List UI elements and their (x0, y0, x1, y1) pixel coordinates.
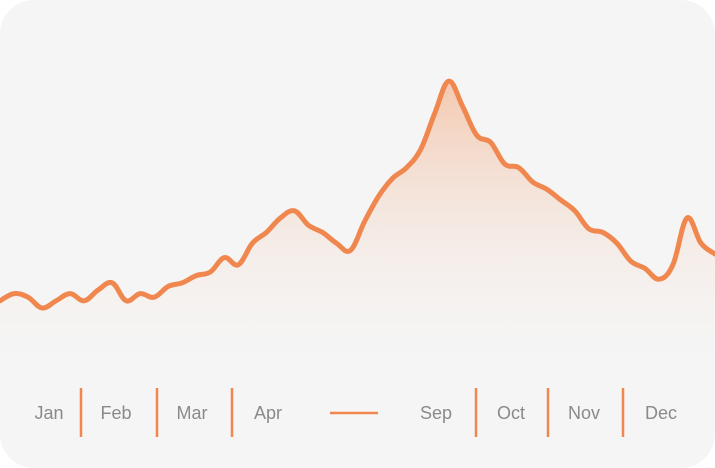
month-label-dec: Dec (645, 403, 677, 423)
month-label-apr: Apr (254, 403, 282, 423)
month-label-jan: Jan (34, 403, 63, 423)
month-label-oct: Oct (497, 403, 525, 423)
x-axis: Jan Feb Mar Apr Sep Oct Nov Dec (34, 388, 677, 437)
month-label-nov: Nov (568, 403, 600, 423)
month-label-sep: Sep (420, 403, 452, 423)
series-area-fill (0, 81, 715, 380)
month-label-mar: Mar (177, 403, 208, 423)
series-line (0, 78, 715, 311)
month-label-feb: Feb (100, 403, 131, 423)
